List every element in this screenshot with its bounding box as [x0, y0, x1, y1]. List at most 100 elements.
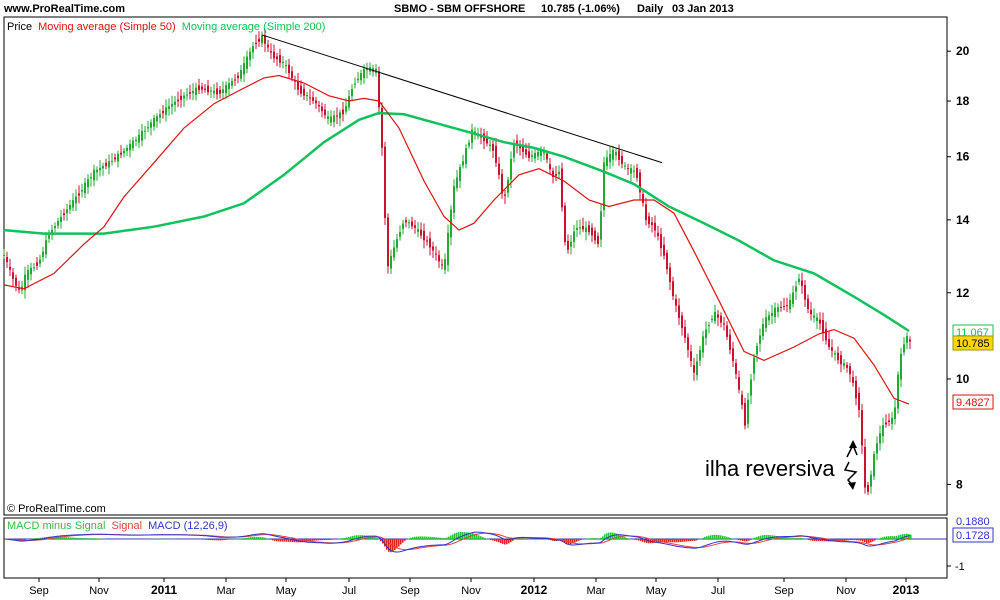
macd-bar — [216, 539, 218, 541]
candle-body — [852, 377, 854, 383]
macd-bar — [124, 539, 126, 540]
candle-body — [435, 253, 437, 255]
candle-body — [636, 167, 638, 178]
candle-body — [516, 140, 518, 146]
candle-body — [783, 305, 785, 307]
macd-bar — [854, 539, 856, 541]
candle-body — [99, 167, 101, 171]
candle-body — [807, 298, 809, 310]
candle-body — [726, 325, 728, 337]
macd-bar — [592, 538, 594, 539]
candle-body — [717, 314, 719, 318]
macd-panel[interactable] — [3, 517, 948, 579]
candle-body — [546, 153, 548, 160]
macd-bar — [536, 539, 538, 540]
candle-body — [777, 307, 779, 312]
candle-body — [93, 169, 95, 181]
candle-body — [387, 217, 389, 267]
candle-body — [330, 116, 332, 123]
macd-bar — [868, 539, 870, 543]
candle-body — [879, 433, 881, 444]
candle-body — [513, 143, 515, 158]
macd-bar — [852, 539, 854, 541]
candle-body — [120, 152, 122, 155]
candle-body — [165, 107, 167, 115]
macd-bar — [452, 534, 454, 539]
macd-bar — [338, 538, 340, 540]
macd-bar — [668, 539, 670, 543]
macd-bar — [40, 537, 42, 539]
macd-bar — [400, 539, 402, 545]
candle-body — [327, 116, 329, 119]
candle-body — [54, 225, 56, 229]
candle-body — [42, 251, 44, 257]
price-panel[interactable] — [3, 16, 948, 516]
macd-bar — [576, 539, 578, 542]
candle-body — [279, 55, 281, 63]
resistance-trendline — [261, 34, 663, 164]
macd-bar — [846, 539, 848, 541]
candle-body — [57, 220, 59, 226]
macd-bar — [156, 538, 158, 540]
macd-bar — [768, 534, 770, 539]
macd-bar — [616, 533, 618, 539]
candle-body — [531, 155, 533, 157]
candle-body — [132, 140, 134, 149]
macd-bar — [174, 538, 176, 540]
macd-bar — [372, 536, 374, 539]
candle-body — [117, 153, 119, 162]
header-date: 03 Jan 2013 — [672, 3, 734, 15]
candle-body — [105, 162, 107, 167]
candle-body — [39, 259, 41, 264]
time-x-axis[interactable]: Sep Nov 2011 Mar May Jul Sep Nov 2012 Mar May Jul Se… — [29, 578, 920, 597]
candle-body — [114, 157, 116, 160]
macd-bar — [60, 536, 62, 539]
legend-price: Price — [7, 21, 32, 33]
macd-bar — [506, 539, 508, 545]
macd-bar — [882, 537, 884, 539]
candle-body — [843, 363, 845, 366]
macd-bar — [340, 538, 342, 539]
candle-body — [261, 35, 263, 44]
site-name[interactable]: www.ProRealTime.com — [3, 3, 125, 15]
macd-bar — [110, 539, 112, 540]
macd-bar — [652, 539, 654, 544]
macd-bar — [344, 537, 346, 539]
macd-bar — [334, 539, 336, 540]
macd-bar — [848, 539, 850, 541]
candle-body — [864, 446, 866, 488]
candle-body — [630, 168, 632, 174]
y-tick-label: 18 — [956, 94, 970, 108]
macd-bar — [688, 539, 690, 542]
candle-body — [654, 222, 656, 231]
candle-body — [144, 130, 146, 132]
candle-body — [813, 315, 815, 318]
candle-body — [588, 225, 590, 233]
candle-body — [573, 231, 575, 242]
candle-body — [690, 351, 692, 361]
macd-bar — [458, 532, 460, 539]
macd-bar — [238, 538, 240, 540]
price-y-axis[interactable]: 8 10 12 14 16 18 20 — [947, 44, 970, 491]
candle-body — [51, 229, 53, 233]
candle-body — [312, 97, 314, 101]
candle-body — [540, 150, 542, 157]
macd-bar — [196, 539, 198, 540]
candle-body — [81, 190, 83, 192]
macd-bar — [542, 539, 544, 540]
macd-bar — [606, 533, 608, 539]
candle-body — [801, 280, 803, 286]
macd-bar — [456, 532, 458, 539]
macd-bar — [442, 537, 444, 539]
candle-body — [9, 266, 11, 270]
macd-bar — [626, 537, 628, 539]
candle-body — [657, 232, 659, 237]
candle-body — [618, 150, 620, 160]
macd-bar — [680, 539, 682, 543]
candle-body — [528, 151, 530, 158]
macd-bar — [672, 539, 674, 543]
macd-bar — [224, 539, 226, 541]
candle-body — [342, 109, 344, 115]
macd-bar — [706, 536, 708, 539]
macd-bar — [266, 538, 268, 539]
